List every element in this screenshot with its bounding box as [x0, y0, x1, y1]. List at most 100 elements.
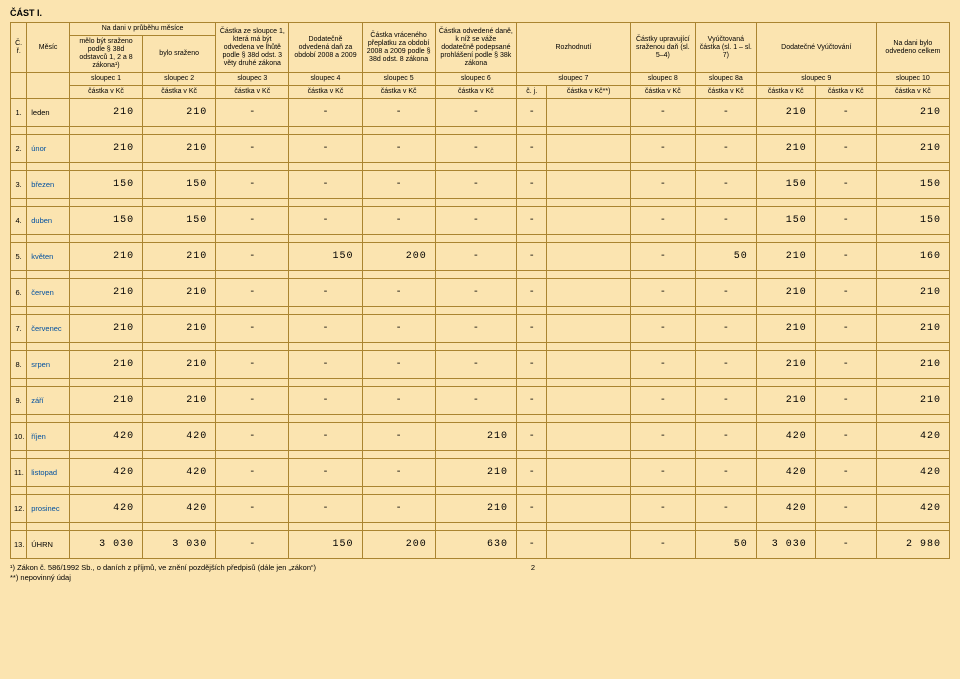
hdr-u9a: částka v Kč — [756, 86, 815, 99]
row-number: 2. — [11, 135, 27, 163]
cell: 210 — [756, 387, 815, 415]
row-month: květen — [27, 243, 70, 271]
hdr-u4: částka v Kč — [289, 86, 362, 99]
hdr-c1: mělo být sraženo podle § 38d odstavců 1,… — [69, 36, 142, 73]
cell: - — [695, 171, 756, 199]
cell: 200 — [362, 531, 435, 559]
cell — [547, 279, 630, 307]
cell: - — [435, 315, 516, 343]
cell: - — [517, 135, 547, 163]
row-month: říjen — [27, 423, 70, 451]
cell: - — [695, 279, 756, 307]
cell: - — [695, 387, 756, 415]
row-number: 5. — [11, 243, 27, 271]
hdr-sl8a: sloupec 8a — [695, 73, 756, 86]
cell: 210 — [876, 135, 949, 163]
spacer-row — [11, 415, 950, 423]
cell: - — [289, 351, 362, 379]
cell: 420 — [756, 423, 815, 451]
cell: - — [815, 171, 876, 199]
row-month: únor — [27, 135, 70, 163]
cell: - — [216, 99, 289, 127]
cell: 210 — [756, 351, 815, 379]
cell: - — [216, 171, 289, 199]
spacer-row — [11, 343, 950, 351]
row-month: červen — [27, 279, 70, 307]
cell: - — [289, 99, 362, 127]
cell: 150 — [756, 207, 815, 235]
hdr-c7: Rozhodnutí — [517, 23, 631, 73]
hdr-c4: Dodatečně odvedená daň za období 2008 a … — [289, 23, 362, 73]
cell: - — [630, 315, 695, 343]
cell: 420 — [69, 495, 142, 523]
row-number: 9. — [11, 387, 27, 415]
cell: - — [517, 423, 547, 451]
cell: 210 — [143, 387, 216, 415]
cell: 420 — [756, 459, 815, 487]
cell: 3 030 — [143, 531, 216, 559]
cell: - — [517, 531, 547, 559]
cell: - — [517, 99, 547, 127]
cell: - — [216, 207, 289, 235]
row-month: leden — [27, 99, 70, 127]
table-row: 13.ÚHRN3 0303 030-150200630--503 030-2 9… — [11, 531, 950, 559]
hdr-u5: částka v Kč — [362, 86, 435, 99]
cell: 210 — [143, 315, 216, 343]
cell: 420 — [143, 459, 216, 487]
cell: 210 — [435, 423, 516, 451]
cell: 150 — [756, 171, 815, 199]
row-month: ÚHRN — [27, 531, 70, 559]
row-number: 7. — [11, 315, 27, 343]
cell — [547, 495, 630, 523]
table-row: 5.květen210210-150200---50210-160 — [11, 243, 950, 271]
cell: - — [517, 387, 547, 415]
cell: 630 — [435, 531, 516, 559]
cell — [547, 387, 630, 415]
spacer-row — [11, 163, 950, 171]
cell: - — [216, 495, 289, 523]
cell: 210 — [69, 387, 142, 415]
row-number: 11. — [11, 459, 27, 487]
cell: - — [630, 135, 695, 163]
table-row: 9.září210210-------210-210 — [11, 387, 950, 415]
row-number: 4. — [11, 207, 27, 235]
cell: 210 — [143, 99, 216, 127]
row-number: 12. — [11, 495, 27, 523]
spacer-row — [11, 271, 950, 279]
cell: 420 — [876, 495, 949, 523]
cell: 150 — [69, 207, 142, 235]
table-row: 11.listopad420420---210---420-420 — [11, 459, 950, 487]
table-row: 6.červen210210-------210-210 — [11, 279, 950, 307]
row-number: 8. — [11, 351, 27, 379]
cell: 210 — [69, 243, 142, 271]
cell: - — [216, 459, 289, 487]
hdr-sl7: sloupec 7 — [517, 73, 631, 86]
cell: - — [362, 351, 435, 379]
cell: - — [216, 423, 289, 451]
cell: - — [630, 243, 695, 271]
cell: - — [630, 531, 695, 559]
hdr-sl9: sloupec 9 — [756, 73, 876, 86]
table-row: 8.srpen210210-------210-210 — [11, 351, 950, 379]
cell: 150 — [143, 207, 216, 235]
cell: - — [435, 171, 516, 199]
table-row: 3.březen150150-------150-150 — [11, 171, 950, 199]
cell — [547, 459, 630, 487]
hdr-u7a: č. j. — [517, 86, 547, 99]
cell: 210 — [69, 315, 142, 343]
cell: - — [517, 315, 547, 343]
hdr-u7b: částka v Kč**) — [547, 86, 630, 99]
cell: 210 — [876, 387, 949, 415]
tax-table: Č. ř. Měsíc Na dani v průběhu měsíce Čás… — [10, 22, 950, 559]
part-title: ČÁST I. — [10, 8, 950, 18]
spacer-row — [11, 451, 950, 459]
cell: 210 — [143, 135, 216, 163]
cell: 210 — [756, 243, 815, 271]
hdr-sl4: sloupec 4 — [289, 73, 362, 86]
cell: - — [289, 315, 362, 343]
cell: 210 — [756, 315, 815, 343]
cell: - — [630, 495, 695, 523]
cell: 210 — [435, 459, 516, 487]
cell: - — [362, 423, 435, 451]
row-number: 6. — [11, 279, 27, 307]
